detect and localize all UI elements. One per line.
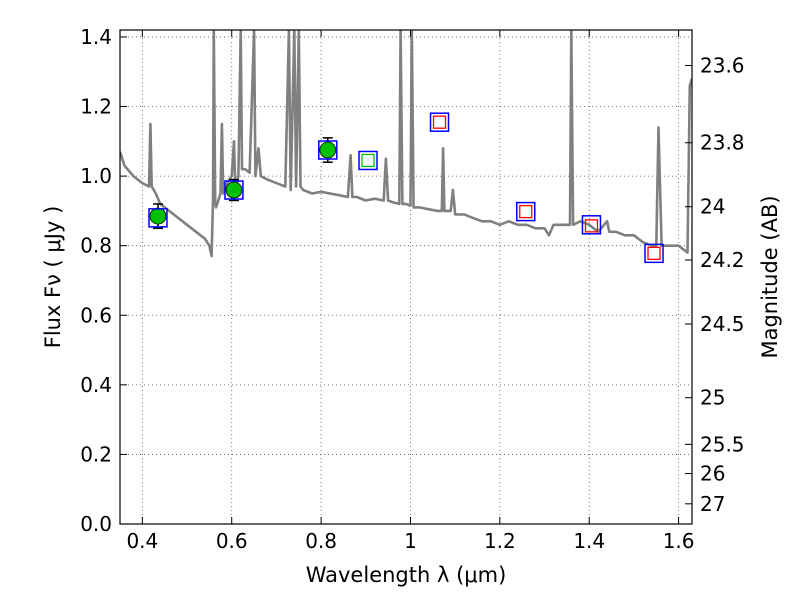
inner-square (432, 115, 447, 129)
inner-square (647, 246, 661, 260)
y2-tick-label: 23.8 (700, 131, 745, 155)
x-axis-label: Wavelength λ (μm) (306, 563, 507, 587)
model-square (516, 201, 536, 222)
x-tick-label: 0.8 (305, 529, 337, 553)
inner-square (584, 219, 599, 233)
x-tick-label: 0.6 (216, 529, 248, 553)
y-axis-label: Flux Fν ( μJy ) (41, 206, 65, 349)
y2-tick-label: 24.5 (700, 312, 745, 336)
y2-tick-label: 24.2 (700, 248, 745, 272)
x-tick-label: 1.6 (663, 529, 695, 553)
x-tick-label: 1.2 (484, 529, 516, 553)
y-axis: 0.0 0.2 0.4 0.6 0.8 1.0 1.2 1.4 (80, 25, 127, 536)
right-magnitude-axis: 23.6 23.8 24 24.2 24.5 25 25.5 26 27 (685, 53, 745, 516)
model-square (358, 150, 378, 171)
observed-point (319, 141, 337, 159)
y2-tick-label: 24 (700, 195, 725, 219)
y-tick-label: 0.8 (80, 234, 112, 258)
y-tick-label: 0.2 (80, 442, 112, 466)
y-tick-label: 1.4 (80, 25, 112, 49)
y2-axis-label: Magnitude (AB) (758, 195, 782, 358)
model-square (429, 112, 450, 132)
plot-frame (119, 29, 693, 525)
observed-point (225, 181, 243, 199)
y2-tick-label: 26 (700, 462, 725, 486)
observed-point (149, 207, 167, 225)
model-square (581, 215, 602, 235)
model-square (318, 140, 338, 160)
photometry-markers (148, 112, 664, 264)
y2-tick-label: 23.6 (700, 53, 745, 77)
y-tick-label: 0.0 (80, 512, 112, 536)
x-axis: 0.4 0.6 0.8 1 1.2 1.4 1.6 (126, 30, 695, 553)
y2-tick-label: 25.5 (700, 432, 745, 456)
x-tick-label: 1.4 (573, 529, 605, 553)
model-square (644, 243, 664, 264)
inner-square (361, 153, 375, 168)
inner-square (519, 204, 533, 219)
y-tick-label: 1.0 (80, 164, 112, 188)
y2-tick-label: 27 (700, 492, 725, 516)
y-tick-label: 0.6 (80, 303, 112, 327)
y-tick-label: 0.4 (80, 373, 112, 397)
x-tick-label: 1 (404, 529, 417, 553)
y-tick-label: 1.2 (80, 95, 112, 119)
plot-background (120, 30, 692, 524)
spectrum-line (120, 30, 692, 258)
spectrum-layer (120, 30, 692, 258)
model-square (224, 180, 244, 200)
x-tick-label: 0.4 (126, 529, 158, 553)
model-square (148, 208, 168, 228)
y2-tick-label: 25 (700, 386, 725, 410)
